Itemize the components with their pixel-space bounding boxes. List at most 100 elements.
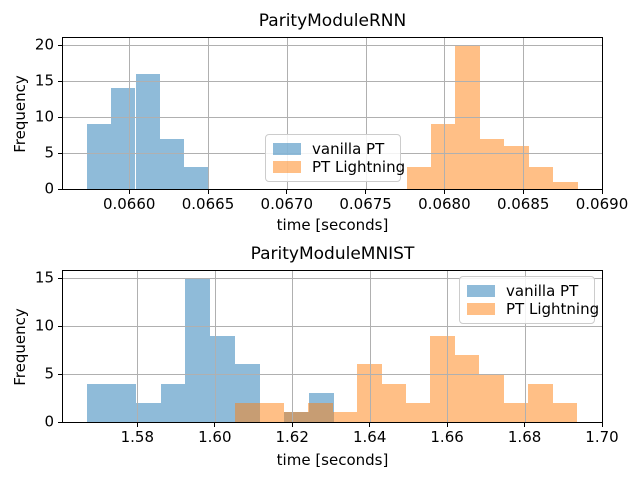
x-tick-label: 1.58 bbox=[120, 428, 154, 446]
x-tick-label: 1.68 bbox=[507, 428, 542, 446]
hist-bar-pt-lightning bbox=[405, 402, 431, 422]
x-tick-mark bbox=[601, 423, 603, 427]
pt-lightning-swatch-icon bbox=[467, 303, 495, 315]
legend-item-vanilla-pt: vanilla PT bbox=[467, 282, 586, 300]
hist-bar-pt-lightning bbox=[479, 138, 505, 189]
x-tick-label: 0.0660 bbox=[102, 195, 156, 213]
gridline-vertical bbox=[208, 38, 209, 189]
y-tick-label: 5 bbox=[44, 364, 54, 383]
gridline-horizontal bbox=[63, 81, 602, 83]
y-tick-mark bbox=[58, 188, 62, 190]
x-tick-label: 0.0685 bbox=[496, 195, 550, 213]
x-tick-mark bbox=[291, 423, 293, 427]
hist-bar-pt-lightning bbox=[332, 412, 358, 422]
gridline-horizontal bbox=[63, 374, 602, 376]
y-tick-label: 10 bbox=[34, 107, 54, 126]
gridline-horizontal bbox=[63, 45, 602, 47]
x-tick-mark bbox=[136, 423, 138, 427]
gridline-vertical bbox=[137, 271, 139, 422]
hist-bar-vanilla-pt bbox=[159, 138, 185, 189]
gridline-vertical bbox=[214, 271, 216, 422]
gridline-vertical bbox=[286, 38, 288, 189]
x-tick-label: 0.0690 bbox=[575, 195, 629, 213]
hist-bar-vanilla-pt bbox=[184, 167, 209, 189]
x-tick-label: 0.0665 bbox=[181, 195, 235, 213]
gridline-vertical bbox=[444, 38, 446, 189]
plot-surface bbox=[63, 38, 602, 189]
hist-bar-pt-lightning bbox=[381, 383, 406, 422]
hist-bar-vanilla-pt bbox=[160, 383, 186, 422]
hist-bar-pt-lightning bbox=[454, 354, 480, 422]
gridline-vertical bbox=[129, 38, 131, 189]
x-tick-mark bbox=[443, 190, 445, 194]
y-tick-label: 15 bbox=[34, 71, 54, 90]
y-tick-label: 0 bbox=[44, 412, 54, 431]
legend-item-vanilla-pt: vanilla PT bbox=[273, 140, 392, 158]
y-tick-label: 0 bbox=[44, 179, 54, 198]
legend-label: vanilla PT bbox=[312, 140, 385, 158]
y-tick-label: 15 bbox=[34, 268, 54, 287]
hist-bar-pt-lightning bbox=[528, 167, 554, 189]
x-tick-label: 1.70 bbox=[585, 428, 619, 446]
x-tick-label: 0.0680 bbox=[418, 195, 471, 213]
hist-bar-vanilla-pt bbox=[135, 73, 160, 189]
chart-title: ParityModuleRNN bbox=[258, 11, 407, 31]
plot-surface bbox=[63, 271, 602, 422]
y-tick-label: 20 bbox=[34, 35, 54, 54]
gridline-vertical bbox=[447, 271, 449, 422]
y-tick-mark bbox=[58, 421, 62, 423]
gridline-horizontal bbox=[63, 278, 602, 280]
legend-label: vanilla PT bbox=[506, 282, 579, 300]
x-tick-label: 0.0675 bbox=[339, 195, 392, 213]
y-tick-label: 5 bbox=[44, 143, 54, 162]
hist-bar-vanilla-pt bbox=[111, 383, 136, 422]
y-tick-mark bbox=[58, 325, 62, 327]
hist-bar-vanilla-pt bbox=[86, 124, 112, 189]
hist-bar-pt-lightning bbox=[431, 124, 456, 189]
chart-title: ParityModuleMNIST bbox=[250, 244, 415, 264]
x-tick-mark bbox=[207, 190, 209, 194]
x-tick-label: 1.62 bbox=[275, 428, 309, 446]
pt-lightning-swatch-icon bbox=[273, 161, 301, 173]
legend: vanilla PT PT Lightning bbox=[459, 276, 599, 324]
hist-bar-pt-lightning bbox=[283, 412, 309, 422]
gridline-vertical bbox=[523, 38, 525, 189]
y-tick-label: 10 bbox=[34, 316, 54, 335]
y-tick-mark bbox=[58, 44, 62, 46]
legend-label: PT Lightning bbox=[506, 300, 600, 318]
x-tick-mark bbox=[601, 190, 603, 194]
x-tick-mark bbox=[446, 423, 448, 427]
hist-bar-vanilla-pt bbox=[111, 88, 136, 189]
hist-bar-pt-lightning bbox=[528, 383, 553, 422]
x-tick-mark bbox=[214, 423, 216, 427]
gridline-vertical bbox=[369, 271, 371, 422]
y-tick-mark bbox=[58, 116, 62, 118]
x-axis-label: time [seconds] bbox=[276, 216, 389, 234]
y-tick-mark bbox=[58, 373, 62, 375]
y-tick-mark bbox=[58, 277, 62, 279]
hist-bar-vanilla-pt bbox=[185, 278, 211, 422]
gridline-vertical bbox=[524, 271, 526, 422]
x-tick-label: 0.0670 bbox=[260, 195, 314, 213]
x-tick-mark bbox=[365, 190, 367, 194]
x-tick-mark bbox=[524, 423, 526, 427]
x-tick-label: 1.64 bbox=[352, 428, 387, 446]
vanilla-pt-swatch-icon bbox=[273, 143, 301, 155]
hist-bar-pt-lightning bbox=[406, 167, 431, 189]
x-axis-label: time [seconds] bbox=[276, 451, 389, 469]
y-tick-mark bbox=[58, 80, 62, 82]
hist-bar-pt-lightning bbox=[553, 181, 578, 189]
hist-bar-vanilla-pt bbox=[86, 383, 112, 422]
hist-bar-pt-lightning bbox=[430, 335, 455, 422]
x-tick-mark bbox=[522, 190, 524, 194]
legend-label: PT Lightning bbox=[312, 158, 406, 176]
hist-bar-vanilla-pt bbox=[136, 402, 161, 422]
hist-bar-pt-lightning bbox=[234, 402, 260, 422]
hist-bar-pt-lightning bbox=[259, 402, 284, 422]
x-tick-mark bbox=[369, 423, 371, 427]
vanilla-pt-swatch-icon bbox=[467, 285, 495, 297]
x-tick-mark bbox=[128, 190, 130, 194]
hist-bar-pt-lightning bbox=[479, 374, 504, 422]
hist-bar-pt-lightning bbox=[503, 402, 529, 422]
